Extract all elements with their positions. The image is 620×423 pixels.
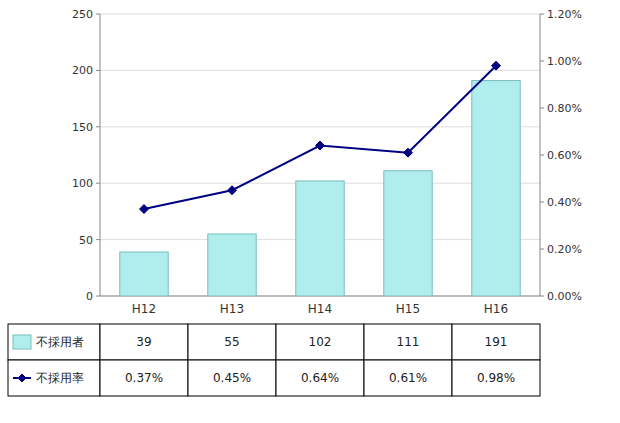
tick-label: 1.00% <box>547 55 582 68</box>
legend-marker <box>18 374 26 382</box>
data-label: 0.64% <box>301 371 339 385</box>
tick <box>96 183 100 184</box>
marker <box>404 148 413 157</box>
bar <box>384 171 432 296</box>
grid-line <box>100 70 540 71</box>
legend-swatch <box>13 335 31 349</box>
tick-label: 50 <box>79 234 93 247</box>
tick-label: 200 <box>72 64 93 77</box>
table-cell <box>100 324 188 360</box>
data-label: 0.45% <box>213 371 251 385</box>
table-cell <box>188 324 276 360</box>
table-cell <box>364 360 452 396</box>
bar <box>472 81 520 296</box>
tick <box>96 14 100 15</box>
table-cell <box>8 324 100 360</box>
tick-label: 250 <box>72 8 93 21</box>
data-label: 0.61% <box>389 371 427 385</box>
tick <box>96 70 100 71</box>
tick <box>540 202 544 203</box>
category-label: H15 <box>396 302 420 316</box>
tick <box>96 239 100 240</box>
tick-label: 0.00% <box>547 290 582 303</box>
tick-label: 1.20% <box>547 8 582 21</box>
table-cell <box>188 360 276 396</box>
tick <box>540 61 544 62</box>
tick-label: 150 <box>72 121 93 134</box>
data-label: 191 <box>485 335 508 349</box>
marker <box>228 186 237 195</box>
tick <box>540 108 544 109</box>
category-label: H13 <box>220 302 244 316</box>
legend-label: 不採用率 <box>36 371 84 385</box>
marks <box>120 61 520 296</box>
data-label: 0.98% <box>477 371 515 385</box>
data-label: 0.37% <box>125 371 163 385</box>
tick <box>96 296 100 297</box>
axis-line <box>100 14 101 296</box>
marker <box>316 141 325 150</box>
table-cell <box>364 324 452 360</box>
bar <box>120 252 168 296</box>
table-cell <box>100 360 188 396</box>
table-cell <box>276 360 364 396</box>
tick-label: 0.60% <box>547 149 582 162</box>
marker <box>492 61 501 70</box>
tick-label: 100 <box>72 177 93 190</box>
tick <box>96 126 100 127</box>
table-cell <box>8 360 100 396</box>
data-label: 102 <box>309 335 332 349</box>
table-cell <box>452 324 540 360</box>
data-label: 39 <box>136 335 151 349</box>
category-label: H16 <box>484 302 508 316</box>
category-label: H12 <box>132 302 156 316</box>
tick <box>540 296 544 297</box>
data-table: 不採用者 39 55 102 111 191 不採用率 0.37% 0.45% 0.64% 0.61… <box>8 324 540 396</box>
table-cell <box>452 360 540 396</box>
data-label: 111 <box>397 335 420 349</box>
marker <box>140 205 149 214</box>
tick <box>540 14 544 15</box>
tick <box>540 155 544 156</box>
tick-label: 0.40% <box>547 196 582 209</box>
tick-label: 0.20% <box>547 243 582 256</box>
category-label: H14 <box>308 302 332 316</box>
table-cell <box>276 324 364 360</box>
tick-label: 0 <box>86 290 93 303</box>
chart: 0 50 100 150 200 250 0.00% 0.20% 0.40% 0.60% 0.80%… <box>0 0 620 423</box>
bar <box>296 181 344 296</box>
tick-label: 0.80% <box>547 102 582 115</box>
axis-line <box>540 14 541 296</box>
data-label: 55 <box>224 335 239 349</box>
line <box>144 66 496 209</box>
grid-line <box>100 14 540 15</box>
bar <box>208 234 256 296</box>
tick <box>540 249 544 250</box>
legend-label: 不採用者 <box>36 335 84 349</box>
